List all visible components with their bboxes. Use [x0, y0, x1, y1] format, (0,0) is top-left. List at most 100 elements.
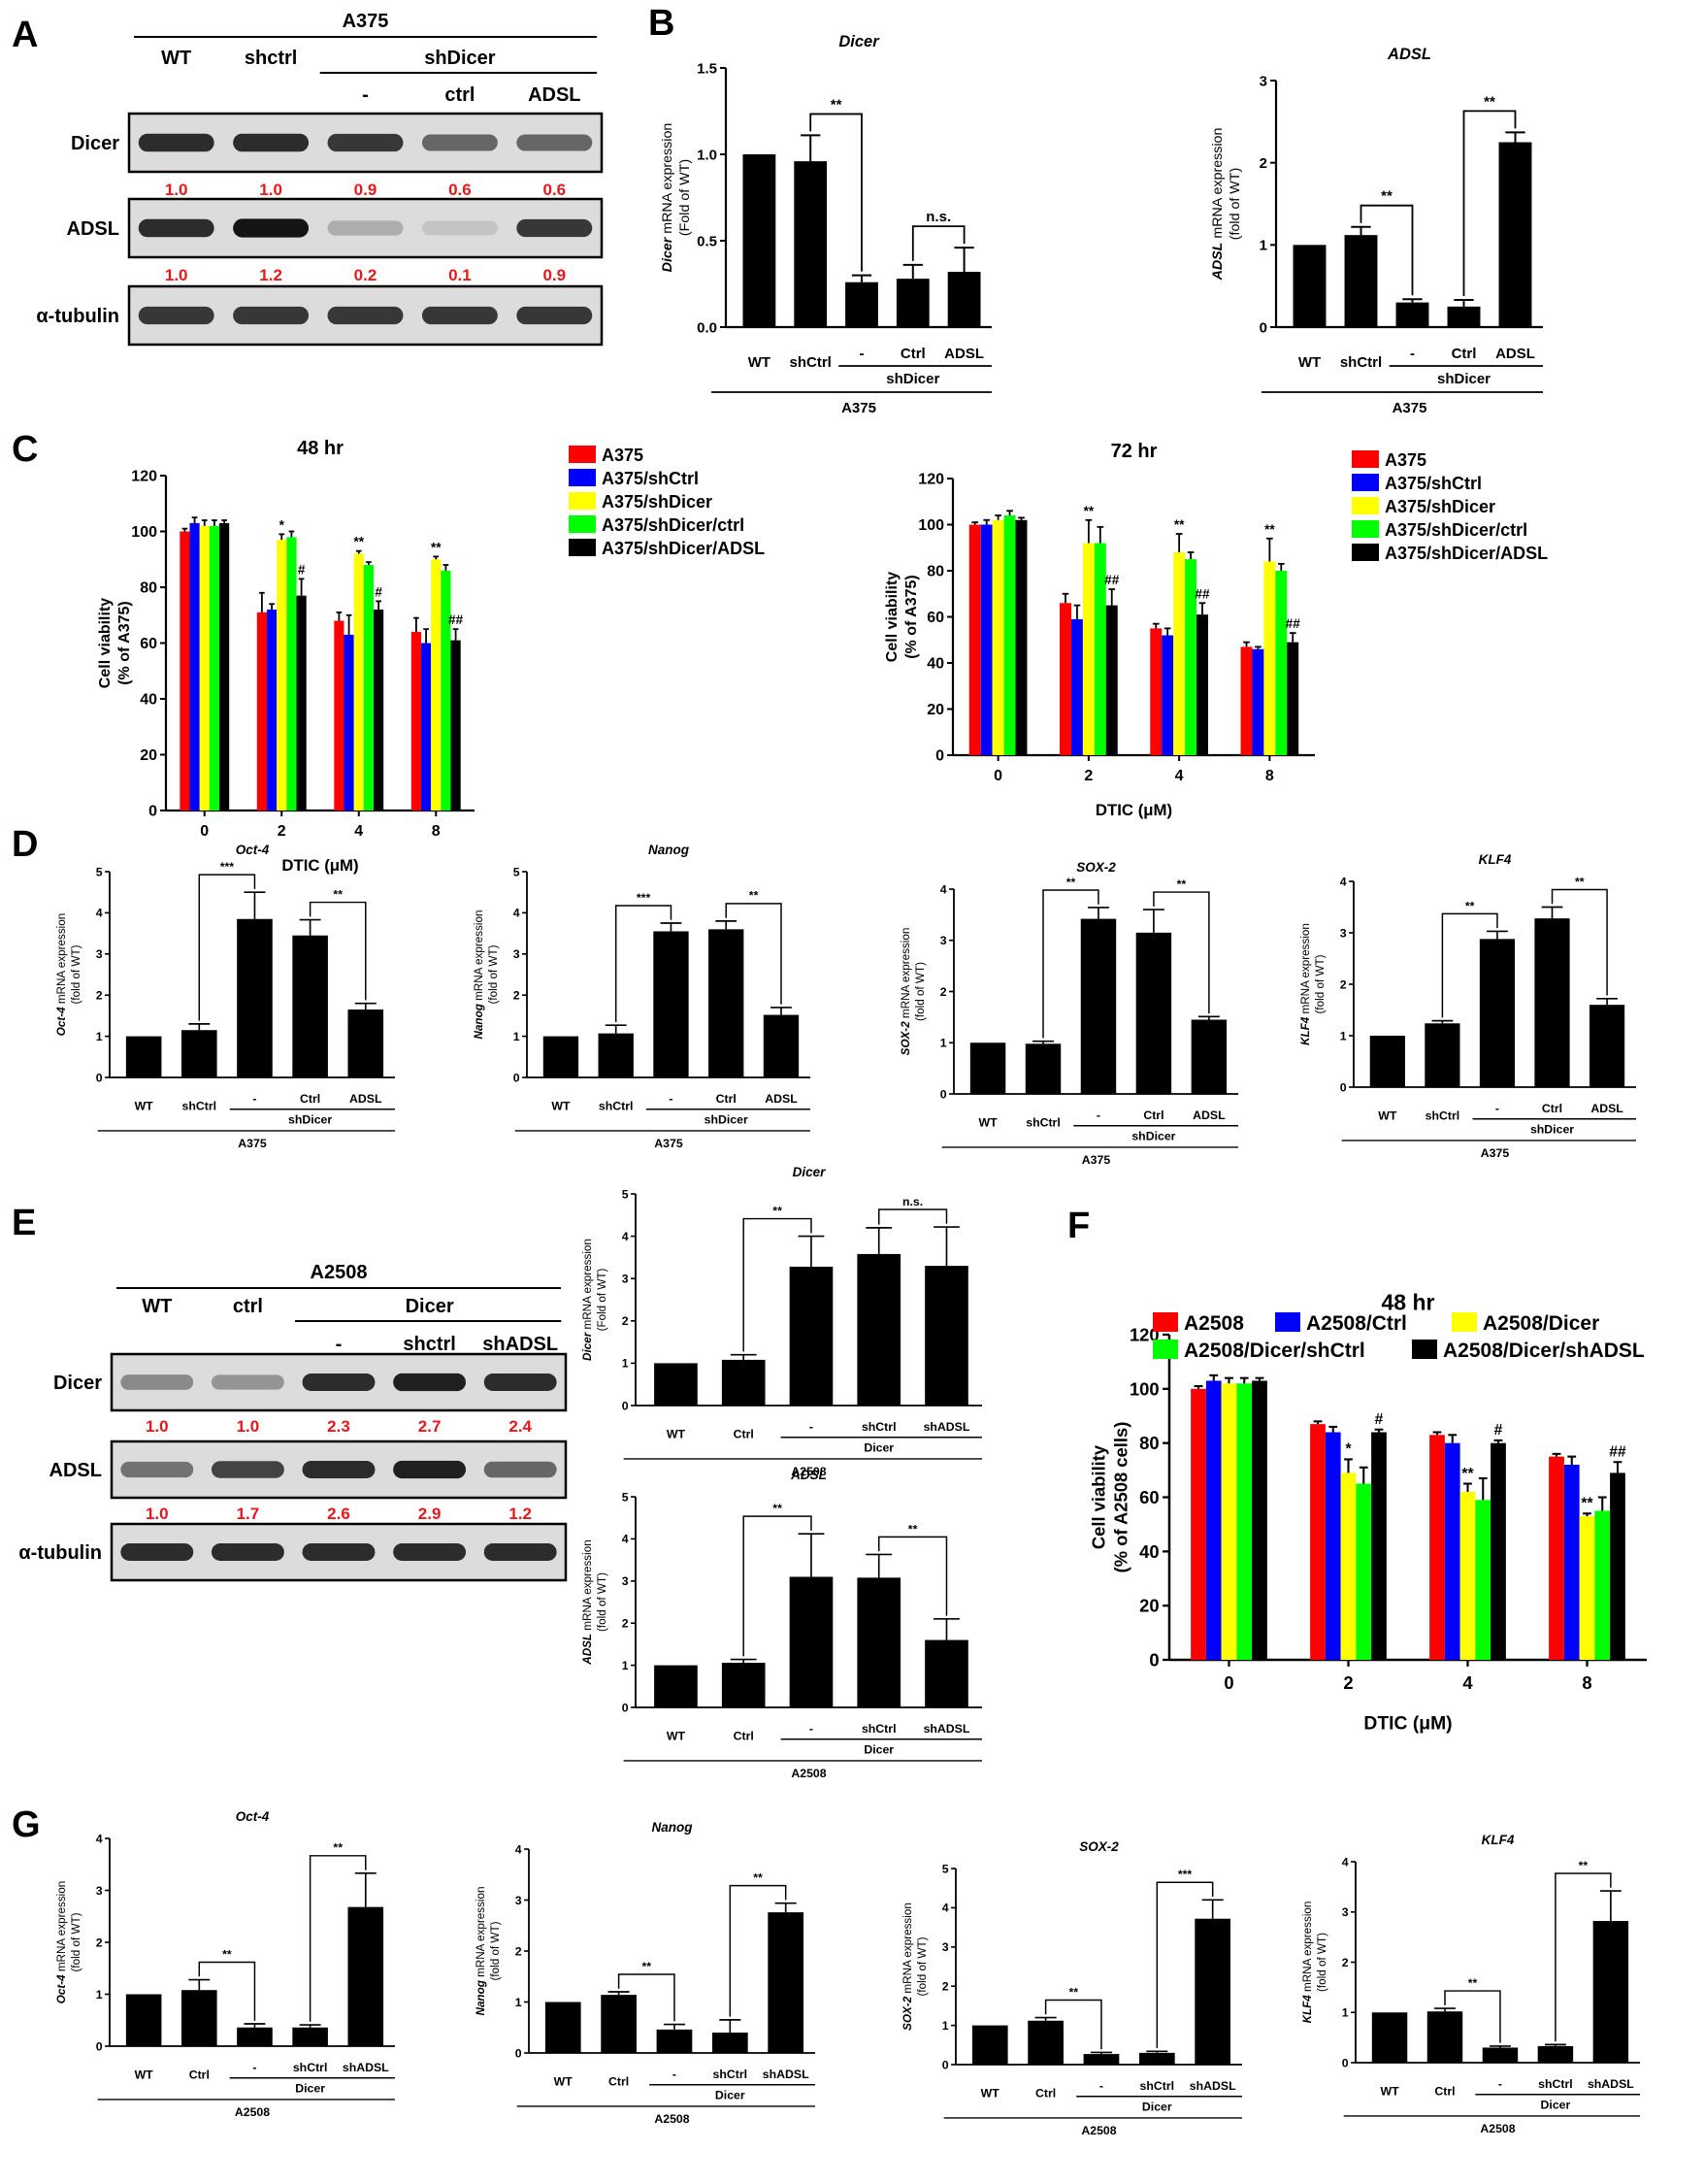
protein-label: α-tubulin	[36, 306, 119, 327]
y-tick-label: 2	[1342, 1956, 1349, 1969]
category-label: Ctrl	[734, 1730, 754, 1743]
significance-label: ##	[1286, 616, 1301, 631]
y-axis-label-2: (Fold of WT)	[677, 159, 693, 236]
y-tick-label: 100	[131, 524, 157, 541]
chart-b-dicer: Dicer 0.0 0.5 1.0 1.5 Dicer mRNA expression (F…	[660, 33, 992, 416]
band-quantification: 1.0	[146, 1505, 169, 1523]
protein-band	[393, 1543, 467, 1561]
bar	[125, 1994, 162, 2046]
y-axis-label-gene: Nanog	[473, 1004, 485, 1039]
band-quantification: 2.7	[418, 1417, 442, 1436]
bar	[544, 2002, 581, 2053]
group-label: Dicer	[715, 2089, 745, 2102]
y-axis-label: Cell viability	[884, 572, 901, 662]
bar	[296, 595, 307, 811]
category-label: Ctrl	[608, 2075, 629, 2089]
y-axis-label-text: mRNA expression	[1301, 1902, 1314, 1996]
bar	[968, 524, 981, 755]
cell-line-label: A375	[841, 400, 876, 416]
band-quantification: 2.9	[418, 1505, 442, 1523]
y-axis-label: KLF4 mRNA expression	[1299, 923, 1312, 1045]
y-axis-label-gene: SOX-2	[901, 1996, 914, 2031]
bar	[789, 1576, 834, 1707]
category-label: -	[672, 2068, 676, 2081]
y-axis-label: Dicer mRNA expression	[660, 123, 675, 273]
category-label: ADSL	[765, 1092, 798, 1106]
y-axis-label-2: (fold of WT)	[914, 962, 927, 1021]
lane-label: -	[362, 84, 369, 106]
y-tick-label: 3	[940, 934, 947, 947]
chart-title: Oct-4	[236, 843, 270, 857]
legend-swatch	[1352, 450, 1379, 468]
blot-tubulin: α-tubulin	[36, 284, 604, 347]
cell-line-label: A2508	[1480, 2122, 1515, 2135]
category-label: -	[860, 346, 865, 362]
category-label: shADSL	[1588, 2077, 1634, 2091]
bar	[1240, 646, 1253, 755]
cell-line-label: A2508	[654, 2112, 689, 2126]
y-tick-label: 1	[1342, 2006, 1349, 2020]
significance-bracket	[877, 1536, 948, 1616]
bar	[1015, 519, 1028, 755]
significance-label: **	[749, 889, 759, 903]
chart-e-dicer: Dicer 0 1 2 3 4 5 Dicer mRNA expression (Fold of…	[581, 1165, 982, 1478]
x-tick-label: 8	[1265, 768, 1274, 784]
category-label: shCtrl	[293, 2061, 328, 2074]
legend-label: A375/shCtrl	[602, 469, 699, 488]
bar	[1610, 1473, 1625, 1660]
chart-d-klf4: KLF4 0 1 2 3 4 KLF4 mRNA expression (fold of WT…	[1299, 852, 1636, 1160]
y-tick-label: 4	[622, 1533, 629, 1546]
panel-letter-e: E	[12, 1203, 36, 1243]
bar	[237, 918, 273, 1077]
bar	[1534, 918, 1570, 1087]
chart-title: KLF4	[1479, 852, 1512, 867]
y-axis-label-2: (fold of WT)	[487, 944, 500, 1004]
y-tick-label: 20	[1139, 1596, 1159, 1616]
protein-band	[211, 1543, 284, 1561]
bar	[1592, 1921, 1629, 2063]
protein-band	[327, 133, 404, 152]
category-label: -	[809, 1722, 813, 1736]
significance-bracket	[725, 903, 782, 1005]
protein-band	[302, 1543, 376, 1561]
legend-swatch	[1352, 520, 1379, 538]
category-label: WT	[981, 2087, 1000, 2101]
x-tick-label: 0	[200, 823, 209, 840]
cell-line-label: A375	[238, 1137, 267, 1150]
legend-label: A2508/Dicer/shCtrl	[1184, 1340, 1365, 1362]
category-label: WT	[551, 1100, 571, 1113]
category-label: shCtrl	[182, 1100, 217, 1113]
bar	[1060, 603, 1071, 755]
protein-band	[483, 1543, 557, 1561]
bar	[363, 565, 375, 811]
x-tick-label: 0	[1224, 1672, 1233, 1693]
group-label: Dicer	[1541, 2099, 1571, 2112]
y-tick-label: 1.5	[697, 60, 717, 77]
bar	[1594, 1510, 1611, 1660]
band-quantification: 1.0	[259, 181, 282, 199]
y-tick-label: 0.0	[697, 319, 717, 336]
protein-band	[516, 134, 593, 151]
significance-label: ##	[448, 612, 464, 627]
lane-label: ADSL	[528, 84, 580, 106]
y-axis-label: KLF4 mRNA expression	[1301, 1902, 1314, 2024]
chart-d-nanog: Nanog 0 1 2 3 4 5 Nanog mRNA expression (fold of…	[473, 843, 810, 1150]
legend: A375 A375/shCtrl A375/shDicer A375/shDicer/…	[1352, 450, 1548, 563]
category-label: shCtrl	[862, 1722, 897, 1736]
group-label: Dicer	[864, 1441, 894, 1455]
chart-title: Nanog	[651, 1820, 693, 1835]
y-tick-label: 120	[131, 469, 157, 485]
protein-band	[516, 218, 593, 238]
bar	[1293, 245, 1327, 327]
significance-label: **	[333, 1841, 343, 1855]
bar	[1287, 642, 1299, 755]
category-label: shCtrl	[713, 2068, 748, 2081]
y-tick-label: 1	[513, 1030, 520, 1043]
chart-d-oct4: Oct-4 0 1 2 3 4 5 Oct-4 mRNA expression (fold of…	[55, 843, 395, 1150]
significance-label: **	[1465, 899, 1475, 912]
chart-title: Dicer	[793, 1165, 827, 1179]
y-axis-label: Oct-4 mRNA expression	[55, 1881, 68, 2004]
y-axis-label-text: mRNA expression	[581, 1239, 594, 1333]
bar	[1094, 543, 1106, 755]
